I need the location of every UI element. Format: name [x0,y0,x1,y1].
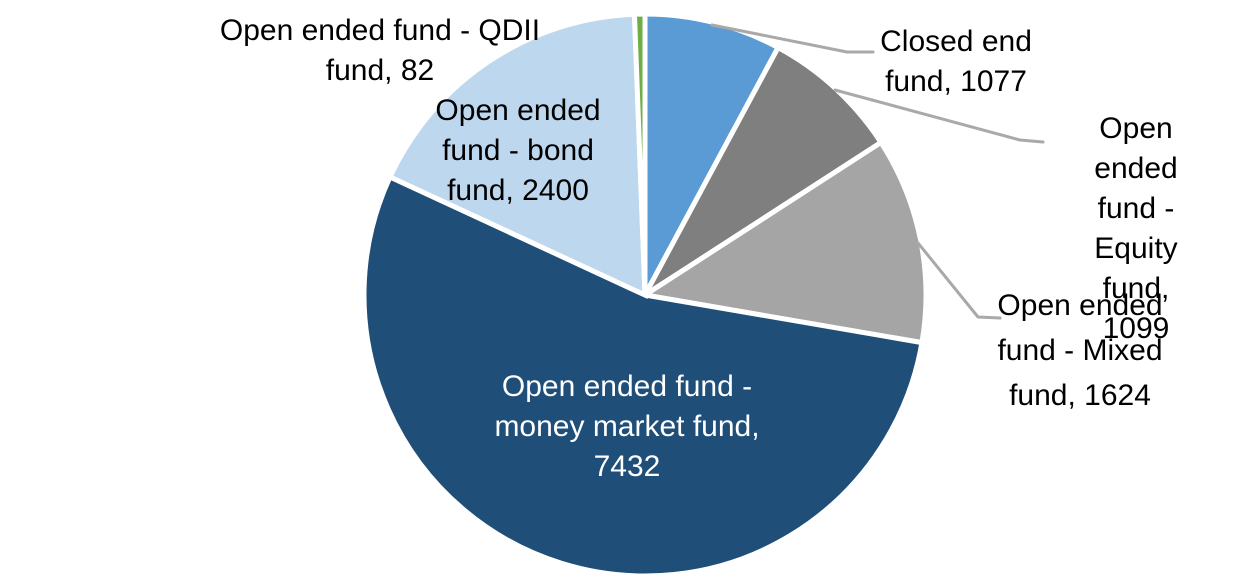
pie-slice-open-ended-mixed-fund [638,139,929,346]
pie-slice-open-ended-bond-fund [386,11,648,299]
leader-line-equity-fund [833,88,1045,144]
pie-slice-open-ended-qdii-fund [631,11,648,296]
pie-slice-open-ended-money-market-fund [361,173,925,579]
leader-line-closed-end-fund [710,23,875,54]
pie [361,11,929,579]
pie-slice-closed-end-fund [642,11,782,297]
leader-lines [710,23,1045,320]
leader-line-mixed-fund [916,241,1002,320]
pie-slice-open-ended-equity-fund [642,44,885,298]
